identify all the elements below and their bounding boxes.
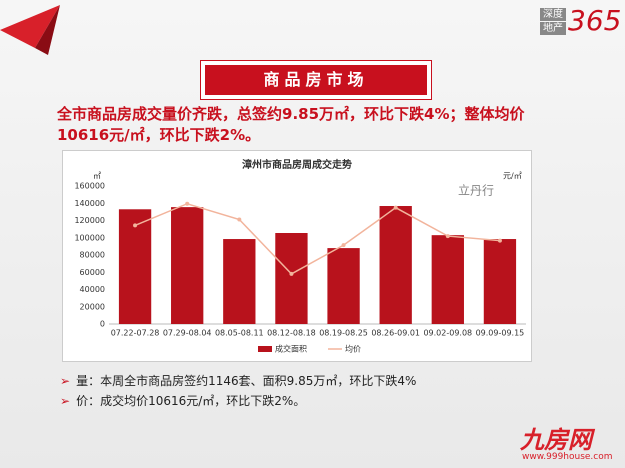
x-tick-label: 09.02-09.08 — [423, 329, 472, 338]
y2-unit: 元/㎡ — [503, 172, 522, 181]
brand-bottom: 地产 — [540, 22, 566, 35]
brand-top: 深度 — [540, 8, 566, 21]
y-tick-label: 80000 — [80, 251, 105, 260]
chart: 漳州市商品房周成交走势 ㎡ 元/㎡ 立丹行 0 20000 40000 60000 80… — [74, 158, 557, 354]
bar — [275, 233, 308, 324]
bar — [483, 239, 517, 324]
bullet-label: 价： — [76, 394, 101, 408]
x-tick-label: 09.09-09.15 — [476, 329, 525, 338]
line-point — [497, 238, 502, 243]
line-point — [185, 201, 190, 206]
y-tick-label: 120000 — [74, 216, 105, 225]
y-tick-label: 60000 — [80, 268, 105, 277]
legend-label: 成交面积 — [275, 344, 307, 354]
brand-logo: 深度 地产 365 — [540, 4, 622, 44]
line-point — [445, 234, 450, 239]
bar — [223, 239, 256, 324]
y-tick-label: 20000 — [80, 302, 105, 311]
x-tick-label: 07.29-08.04 — [163, 329, 212, 338]
x-tick-label: 08.05-08.11 — [215, 329, 264, 338]
brand-number: 365 — [568, 4, 622, 37]
y-tick-label: 40000 — [80, 285, 105, 294]
headline: 全市商品房成交量价齐跌，总签约9.85万㎡，环比下跌4%；整体均价10616元/… — [57, 105, 525, 144]
footer-site: 九房网 — [520, 426, 592, 454]
bar — [118, 209, 152, 324]
y-unit: ㎡ — [93, 172, 101, 181]
chart-box: 漳州市商品房周成交走势 ㎡ 元/㎡ 立丹行 0 20000 40000 60000 80… — [62, 150, 557, 362]
bullet-text: 本周全市商品房签约1146套、面积9.85万㎡，环比下跌4% — [100, 374, 417, 388]
chart-title: 漳州市商品房周成交走势 — [242, 158, 352, 171]
y-tick-label: 0 — [100, 320, 105, 329]
watermark: 立丹行 — [458, 183, 494, 198]
line-point — [237, 217, 242, 222]
footer-url: www.999house.com — [522, 452, 613, 462]
section-title: 商品房市场 — [205, 65, 427, 95]
legend-swatch — [258, 346, 272, 352]
line-point — [133, 223, 138, 228]
x-tick-label: 08.12-08.18 — [267, 329, 316, 338]
bar — [327, 248, 360, 324]
bullet-label: 量： — [76, 374, 101, 388]
y-tick-label: 100000 — [74, 233, 105, 242]
x-tick-label: 08.26-09.01 — [371, 329, 420, 338]
bullet: ➢ 量：本周全市商品房签约1146套、面积9.85万㎡，环比下跌4% — [60, 374, 417, 388]
bar — [379, 206, 412, 324]
line-point — [289, 271, 294, 276]
x-tick-label: 08.19-08.25 — [319, 329, 368, 338]
y-tick-label: 140000 — [74, 199, 105, 208]
x-tick-label: 07.22-07.28 — [111, 329, 160, 338]
legend-label: 均价 — [345, 344, 361, 354]
bullet-text: 成交均价10616元/㎡，环比下跌2%。 — [100, 394, 306, 408]
bar — [431, 235, 464, 324]
line — [134, 202, 501, 275]
section-banner: 商品房市场 — [200, 60, 432, 100]
y-tick-label: 160000 — [74, 182, 105, 191]
line-point — [393, 205, 398, 210]
bar — [171, 207, 204, 324]
bullet: ➢ 价：成交均价10616元/㎡，环比下跌2%。 — [60, 394, 306, 408]
logo-arrow — [0, 5, 60, 55]
line-point — [341, 243, 346, 248]
